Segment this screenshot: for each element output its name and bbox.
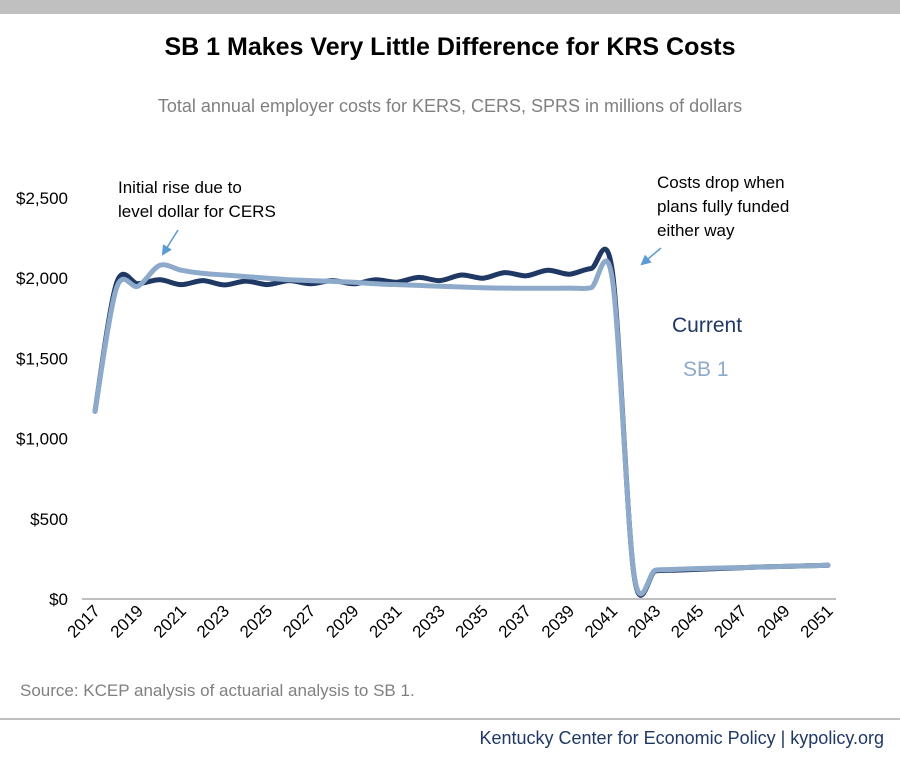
top-decorative-bar	[0, 0, 900, 14]
y-tick-label: $1,500	[16, 349, 68, 368]
x-tick-label: 2043	[624, 601, 664, 641]
annotation-initial-rise: Initial rise due to level dollar for CERS	[118, 178, 276, 221]
footer-divider	[0, 718, 900, 720]
x-tick-label: 2027	[279, 601, 319, 641]
y-tick-label: $2,500	[16, 189, 68, 208]
x-tick-label: 2045	[667, 601, 707, 641]
series-line-sb1	[92, 258, 831, 597]
x-tick-label: 2031	[365, 601, 405, 641]
x-tick-label: 2041	[581, 601, 621, 641]
x-tick-label: 2039	[538, 601, 578, 641]
x-tick-label: 2025	[236, 601, 276, 641]
series-line-current	[92, 246, 831, 598]
x-tick-label: 2019	[107, 601, 147, 641]
source-note: Source: KCEP analysis of actuarial analy…	[20, 681, 415, 700]
chart-subtitle: Total annual employer costs for KERS, CE…	[157, 96, 743, 116]
x-tick-label: 2035	[452, 601, 492, 641]
y-tick-label: $2,000	[16, 269, 68, 288]
x-tick-label: 2047	[710, 601, 750, 641]
x-tick-label: 2017	[64, 601, 104, 641]
chart-title: SB 1 Makes Very Little Difference for KR…	[164, 33, 736, 61]
footer-credit: Kentucky Center for Economic Policy | ky…	[479, 728, 885, 748]
x-tick-label: 2049	[754, 601, 794, 641]
annotation-costs-drop: Costs drop when plans fully funded either …	[657, 173, 789, 240]
y-tick-label: $1,000	[16, 430, 68, 449]
x-tick-label: 2023	[193, 601, 233, 641]
annotation-arrow-initial-rise	[161, 229, 179, 256]
x-tick-label: 2033	[409, 601, 449, 641]
x-tick-label: 2051	[797, 601, 837, 641]
series-label-sb1: SB 1	[683, 358, 729, 381]
x-tick-label: 2029	[322, 601, 362, 641]
series-label-current: Current	[672, 314, 742, 337]
x-tick-label: 2037	[495, 601, 535, 641]
x-tick-label: 2021	[150, 601, 190, 641]
annotation-arrow-costs-drop	[640, 247, 662, 266]
y-tick-label: $0	[49, 590, 68, 609]
y-tick-label: $500	[30, 510, 68, 529]
